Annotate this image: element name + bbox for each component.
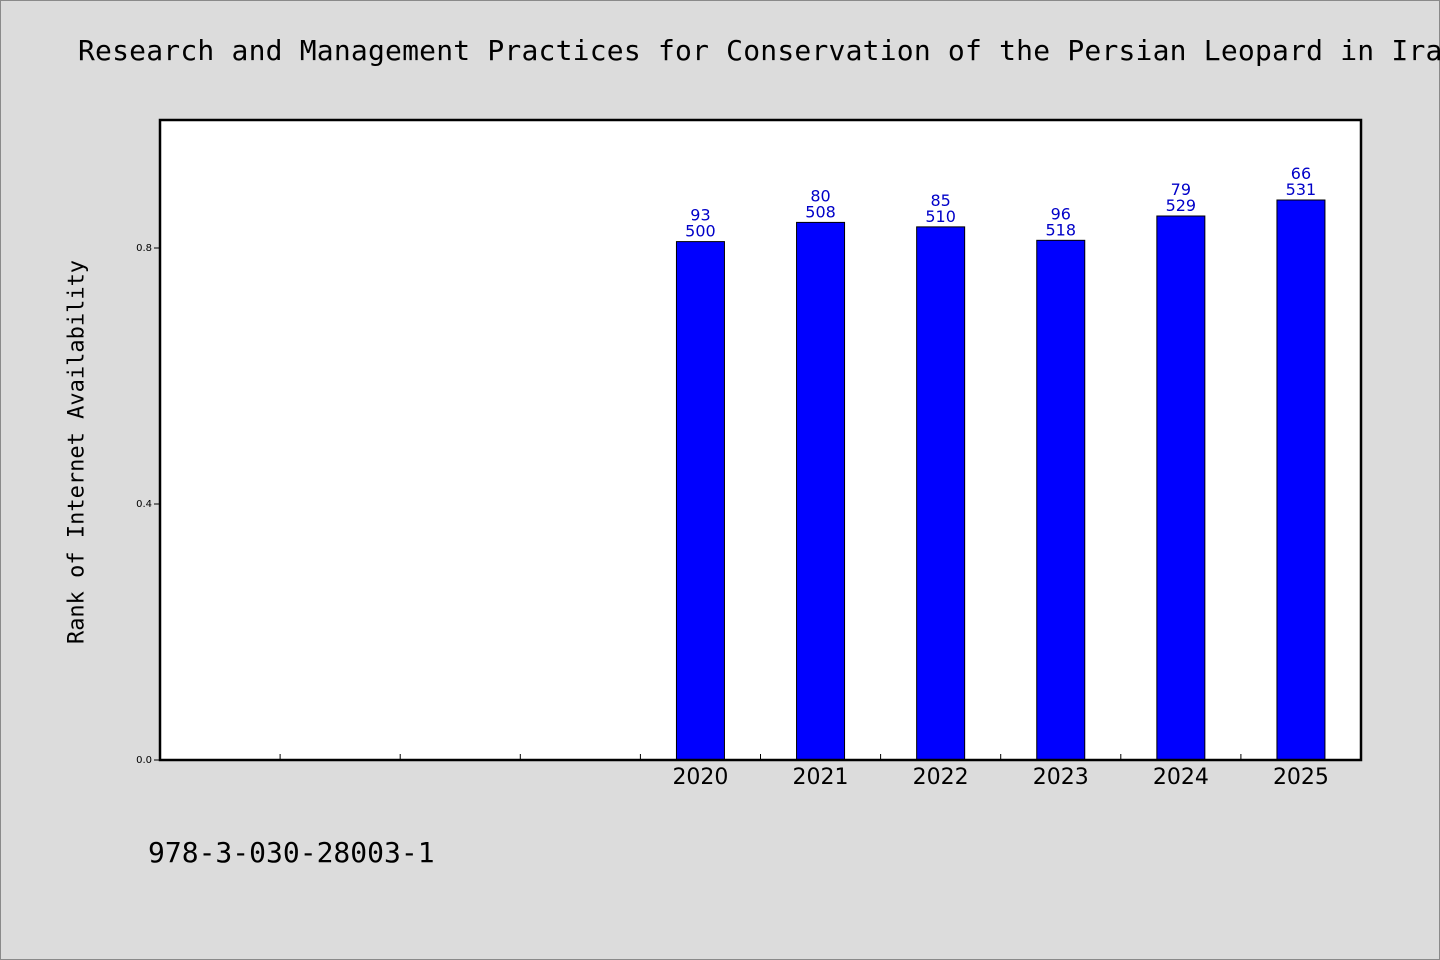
bar-label-bottom: 510 [925,207,956,226]
x-tick-label: 2025 [1273,765,1329,790]
footer-identifier: 978-3-030-28003-1 [148,836,435,869]
x-tick-label: 2024 [1153,765,1209,790]
bar-label-top: 85 [930,191,950,210]
bar-label-top: 66 [1291,164,1311,183]
x-tick-label: 2021 [793,765,849,790]
plot-border [158,118,1363,762]
y-tick-label: 0.4 [136,499,152,510]
bar-2020 [675,241,725,761]
bar-2022 [916,226,966,761]
bar-label-bottom: 500 [685,222,716,241]
bar-label-top: 93 [690,206,710,225]
bar-label-top: 96 [1051,204,1071,223]
bars-layer [675,199,1326,761]
bar-2023 [1036,239,1086,761]
x-tick-label: 2020 [672,765,728,790]
bar-label-bottom: 508 [805,202,836,221]
bar-2024 [1156,215,1206,761]
bar-label-bottom: 529 [1166,196,1197,215]
x-tick-label: 2022 [913,765,969,790]
bar-label-top: 79 [1171,180,1191,199]
y-tick-label: 0.0 [136,755,152,766]
chart-title: Research and Management Practices for Co… [78,34,1440,67]
bar-label-bottom: 518 [1045,220,1076,239]
bar-2025 [1276,199,1326,761]
bar-2021 [796,221,846,761]
bar-label-bottom: 531 [1286,180,1317,199]
y-tick-label: 0.8 [136,243,152,254]
bar-label-top: 80 [810,186,830,205]
x-tick-label: 2023 [1033,765,1089,790]
